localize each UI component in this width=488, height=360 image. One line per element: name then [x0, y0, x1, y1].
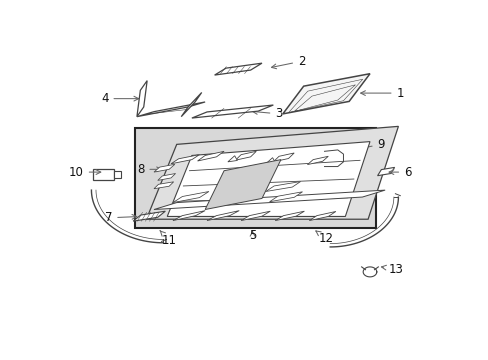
Text: 10: 10 [69, 166, 101, 179]
Polygon shape [173, 211, 205, 221]
Polygon shape [167, 141, 369, 216]
Text: 11: 11 [160, 231, 176, 247]
Polygon shape [205, 159, 280, 210]
Polygon shape [154, 182, 173, 189]
Text: 8: 8 [137, 163, 161, 176]
Polygon shape [241, 211, 270, 221]
Text: 12: 12 [315, 231, 333, 245]
Polygon shape [158, 174, 175, 180]
Polygon shape [214, 63, 262, 75]
Text: 5: 5 [248, 229, 256, 242]
Polygon shape [273, 153, 294, 162]
Polygon shape [137, 102, 205, 117]
Bar [114, 171, 121, 178]
Polygon shape [265, 158, 275, 164]
Polygon shape [173, 192, 208, 203]
Polygon shape [154, 164, 175, 172]
Text: 1: 1 [360, 87, 403, 100]
Polygon shape [265, 181, 300, 192]
Polygon shape [227, 156, 237, 162]
Polygon shape [235, 151, 256, 160]
Polygon shape [282, 74, 369, 114]
Polygon shape [197, 151, 224, 161]
Text: 7: 7 [104, 211, 137, 224]
Text: 13: 13 [381, 262, 403, 276]
Polygon shape [269, 192, 302, 202]
Polygon shape [377, 167, 394, 176]
Polygon shape [307, 156, 327, 165]
Polygon shape [133, 211, 165, 221]
Bar [135, 128, 375, 228]
Polygon shape [181, 93, 202, 117]
Text: 4: 4 [101, 92, 139, 105]
Polygon shape [171, 155, 199, 164]
Polygon shape [206, 211, 239, 221]
Polygon shape [146, 126, 398, 219]
Polygon shape [154, 190, 385, 210]
Text: 9: 9 [341, 138, 385, 153]
Text: 2: 2 [271, 55, 305, 69]
Polygon shape [275, 211, 304, 221]
Bar [93, 169, 114, 180]
Polygon shape [137, 81, 147, 117]
Polygon shape [309, 211, 335, 221]
Text: 3: 3 [252, 107, 282, 120]
Polygon shape [191, 105, 273, 118]
Text: 6: 6 [388, 166, 411, 179]
